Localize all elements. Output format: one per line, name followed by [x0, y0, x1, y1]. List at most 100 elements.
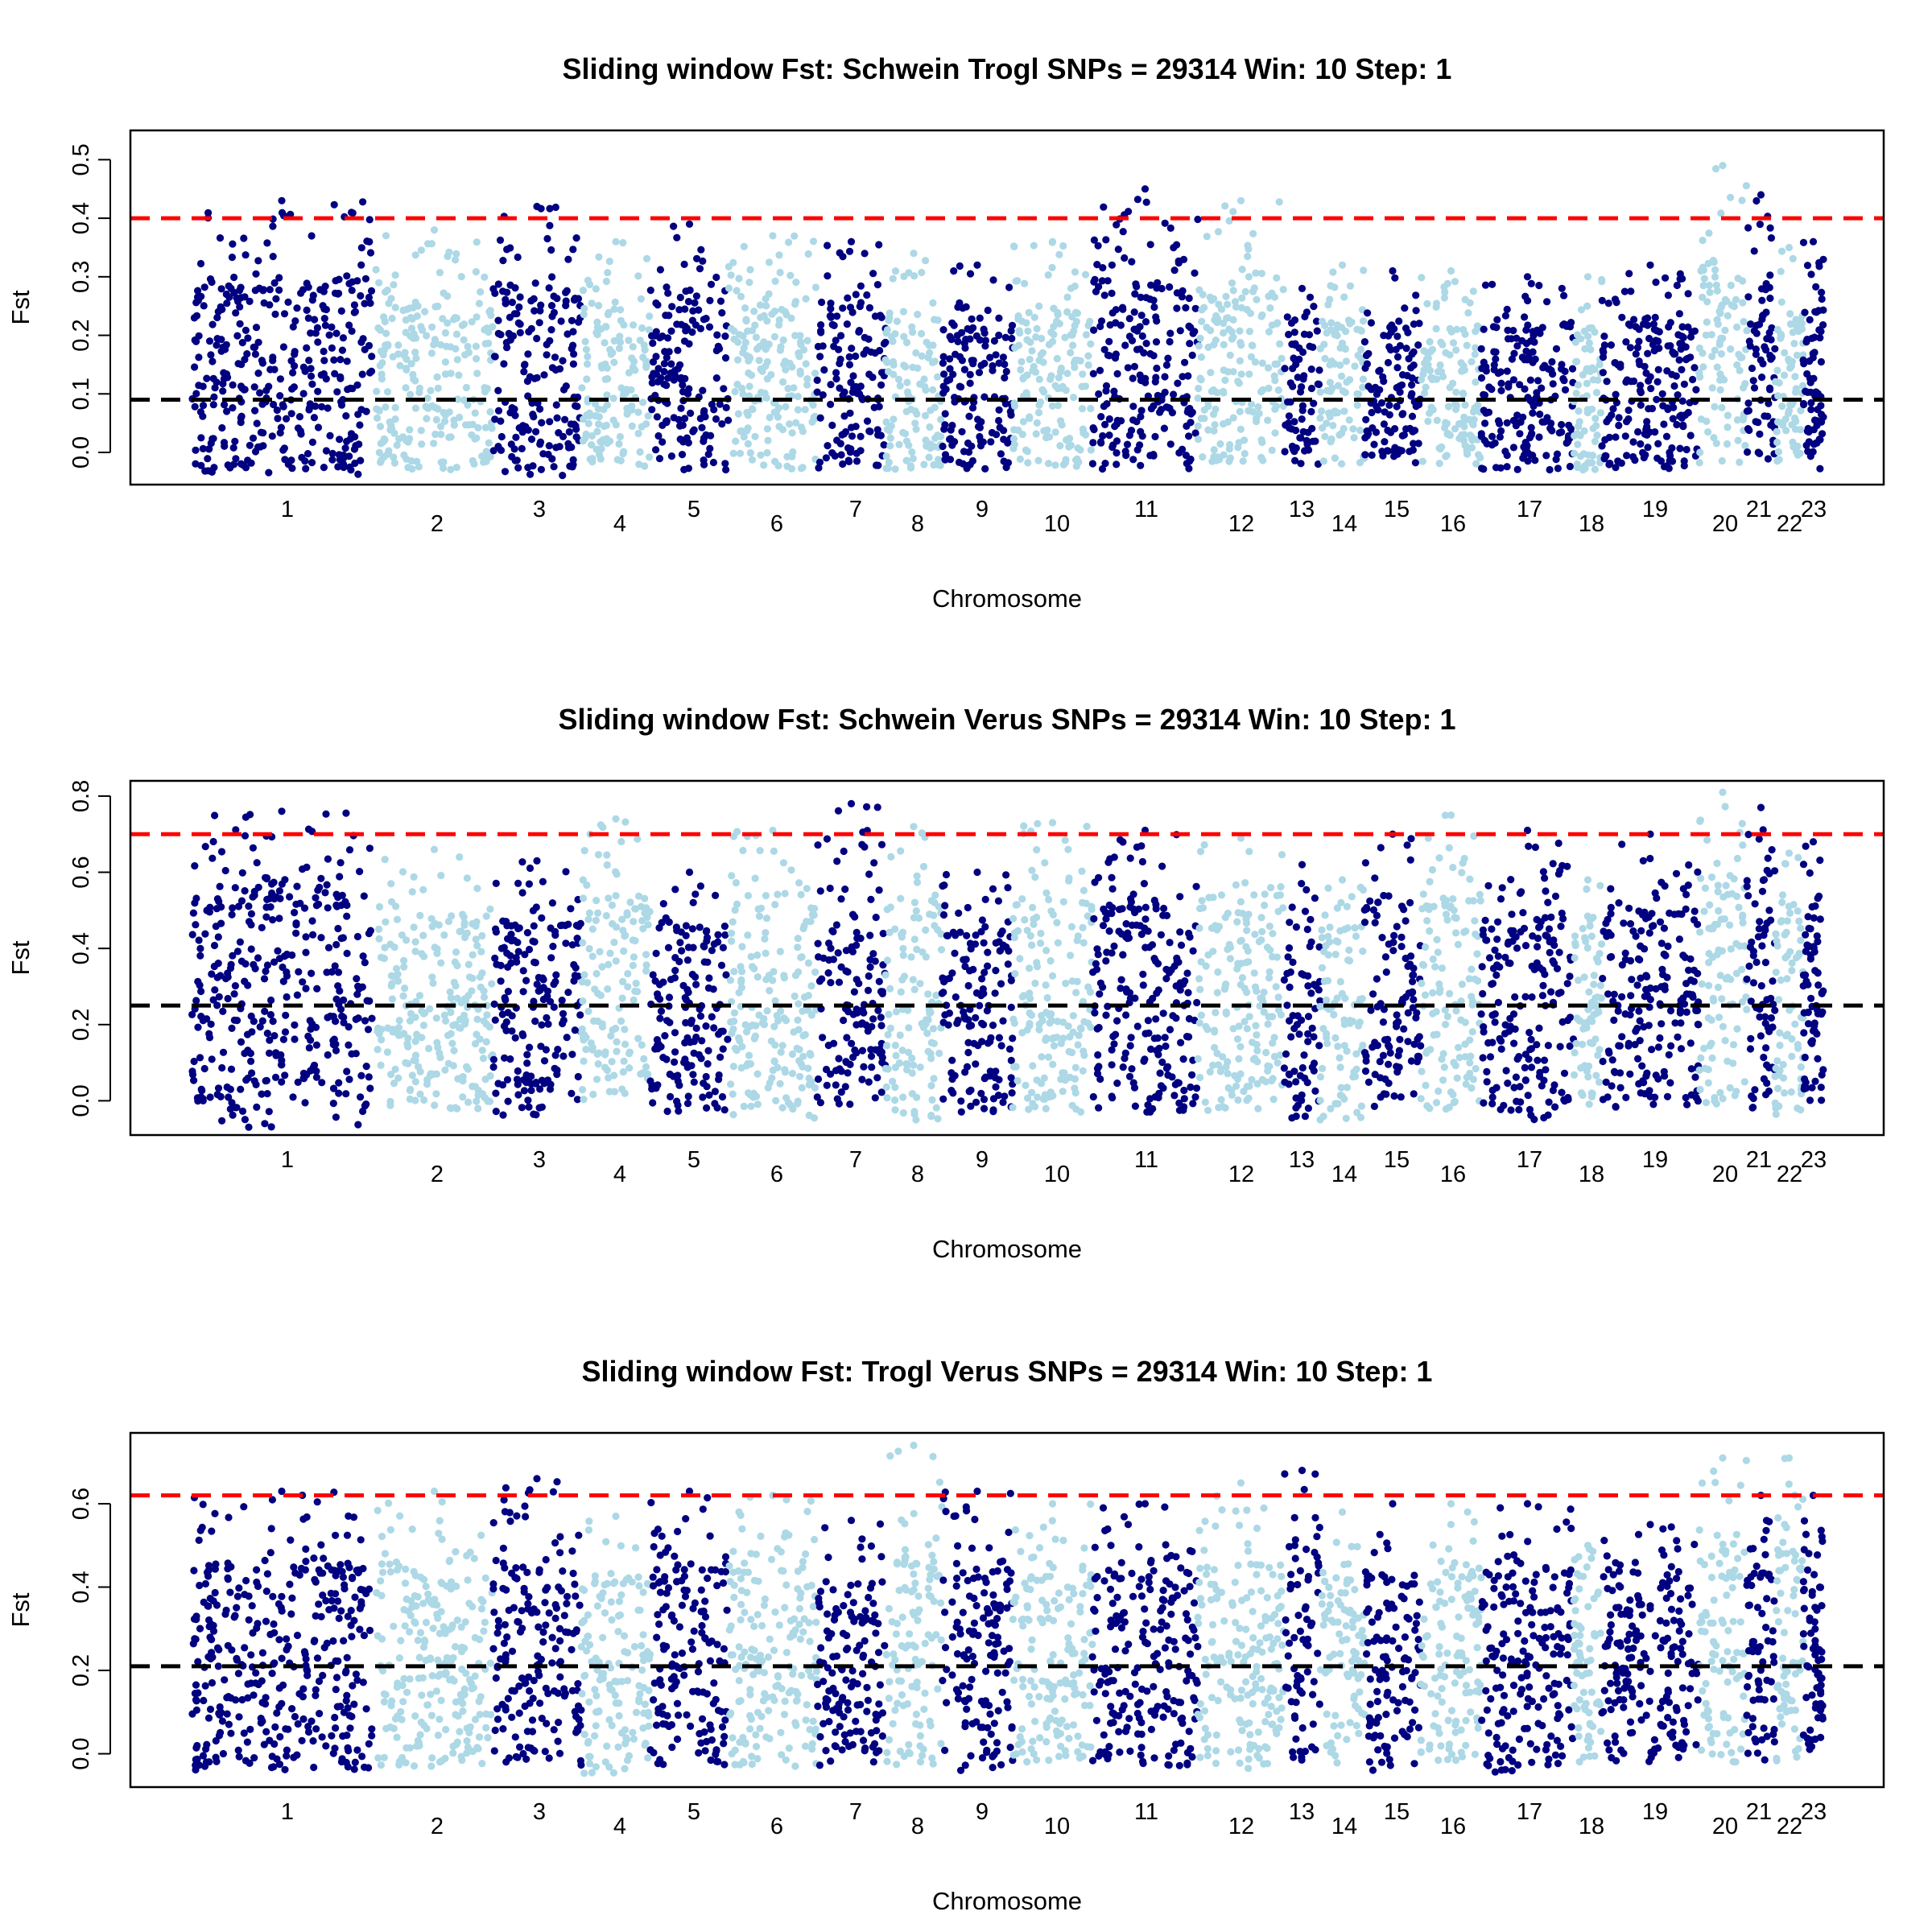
data-point	[486, 905, 494, 913]
data-point	[1699, 237, 1707, 245]
data-point	[704, 958, 712, 966]
data-point	[229, 952, 237, 960]
data-point	[1651, 428, 1659, 436]
data-point	[617, 306, 625, 314]
data-point	[595, 253, 603, 261]
data-point	[923, 338, 931, 346]
data-point	[492, 1108, 500, 1116]
data-point	[1801, 308, 1809, 316]
data-point	[1241, 287, 1249, 295]
data-point	[250, 383, 258, 391]
chromosome-15-points	[1360, 266, 1424, 467]
data-point	[1231, 298, 1240, 306]
data-point	[1210, 341, 1218, 349]
data-point	[1604, 299, 1612, 308]
data-point	[411, 349, 419, 357]
data-point	[908, 1054, 916, 1063]
data-point	[324, 943, 333, 952]
x-tick-label: 2	[431, 511, 444, 537]
data-point	[1146, 349, 1154, 358]
data-point	[411, 1078, 419, 1086]
data-point	[930, 460, 938, 469]
data-point	[263, 1090, 271, 1098]
data-point	[932, 991, 940, 1000]
data-point	[1766, 294, 1774, 303]
data-point	[205, 337, 214, 345]
data-point	[201, 930, 209, 938]
data-point	[811, 283, 820, 291]
data-point	[209, 435, 217, 443]
data-point	[546, 418, 554, 426]
data-point	[745, 1051, 753, 1059]
data-point	[266, 1010, 275, 1019]
data-point	[1063, 293, 1071, 301]
data-point	[1464, 309, 1472, 317]
data-point	[897, 988, 905, 996]
data-point	[980, 329, 989, 337]
data-point	[893, 317, 901, 325]
data-point	[879, 930, 887, 938]
data-point	[1078, 405, 1087, 413]
data-point	[811, 369, 819, 378]
data-point	[429, 979, 437, 987]
data-point	[621, 1026, 629, 1034]
data-point	[603, 439, 611, 448]
data-point	[237, 414, 245, 422]
data-point	[1666, 319, 1674, 327]
data-point	[494, 386, 502, 394]
data-point	[1355, 390, 1363, 398]
data-point	[642, 961, 650, 969]
data-point	[788, 1050, 797, 1059]
data-point	[1481, 419, 1489, 427]
data-point	[1266, 304, 1274, 312]
data-point	[830, 342, 838, 350]
data-point	[1538, 324, 1546, 332]
data-point	[279, 977, 287, 985]
data-point	[1051, 428, 1059, 436]
data-point	[664, 374, 672, 382]
data-point	[588, 925, 597, 933]
data-point	[892, 1008, 901, 1016]
data-point	[415, 384, 424, 392]
data-point	[1268, 289, 1276, 297]
data-point	[1651, 313, 1659, 321]
data-point	[368, 353, 376, 361]
data-point	[1113, 221, 1121, 229]
data-point	[1485, 383, 1493, 391]
data-point	[351, 459, 359, 468]
data-point	[1792, 385, 1800, 393]
data-point	[302, 933, 310, 941]
data-point	[927, 1055, 935, 1063]
data-point	[851, 1046, 859, 1055]
chromosome-22-points	[1772, 243, 1807, 465]
data-point	[409, 303, 417, 312]
data-point	[441, 328, 450, 337]
data-point	[314, 886, 322, 894]
data-point	[1081, 382, 1089, 390]
data-point	[485, 1023, 494, 1031]
data-point	[1251, 358, 1259, 366]
data-point	[617, 837, 625, 846]
data-point	[767, 370, 775, 379]
data-point	[957, 1108, 965, 1116]
data-point	[912, 907, 920, 915]
data-point	[1084, 361, 1092, 369]
data-point	[602, 911, 610, 920]
data-point	[258, 1090, 266, 1098]
data-point	[579, 894, 588, 902]
data-point	[253, 859, 261, 867]
data-point	[728, 1030, 736, 1038]
data-point	[563, 1034, 571, 1042]
data-point	[245, 902, 253, 910]
data-point	[308, 459, 316, 467]
data-point	[618, 915, 626, 923]
data-point	[1643, 314, 1652, 322]
data-point	[795, 1000, 803, 1008]
data-point	[744, 440, 753, 448]
data-point	[844, 456, 852, 464]
data-point	[724, 416, 733, 424]
data-point	[639, 398, 647, 407]
data-point	[1215, 300, 1223, 308]
data-point	[896, 1031, 904, 1039]
data-point	[1197, 415, 1205, 423]
